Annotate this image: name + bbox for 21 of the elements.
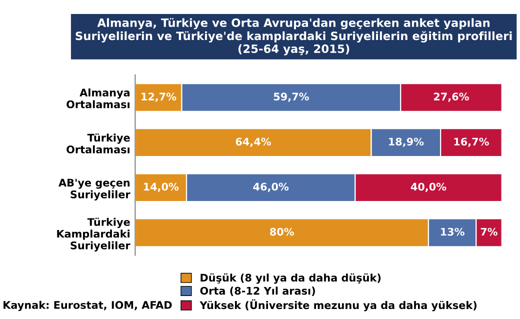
y-tick-label: Türkiye Kamplardaki Suriyeliler (57, 218, 130, 252)
data-label: 27,6% (434, 92, 469, 102)
data-label: 13% (441, 228, 464, 236)
data-label: 64,4% (236, 138, 271, 147)
data-label: 12,7% (142, 92, 176, 102)
data-label: 40,0% (410, 182, 446, 192)
text: Kaynak: Eurostat, IOM, AFAD (4, 300, 172, 312)
y-tick-label: Almanya Ortalaması (66, 88, 130, 108)
data-label: 59,7% (274, 92, 309, 102)
data-label: 16,7% (454, 138, 489, 147)
y-tick-label: AB'ye geçen Suriyeliler (58, 178, 130, 200)
legend-label: Düşük (8 yıl ya da daha düşük) (200, 273, 381, 284)
legend-label: Orta (8-12 Yıl arası) (200, 286, 315, 296)
y-tick-label: Türkiye Ortalaması (66, 133, 130, 154)
legend-label: Yüksek (Üniversite mezunu ya da daha yüksek) (200, 299, 476, 312)
data-label: 46,0% (253, 182, 289, 192)
data-label: 80% (270, 228, 294, 236)
data-label: 14,0% (144, 182, 179, 192)
chart-title: Almanya, Türkiye ve Orta Avrupa'dan geçerken anket yapılan Suriyelilerin ve Türkiye'de kamplardaki Suriyelilerin eğitim profilleri (25-64 yaş, 2015) (76, 18, 512, 56)
data-label: 18,9% (389, 138, 424, 147)
data-label: 7% (480, 228, 498, 236)
